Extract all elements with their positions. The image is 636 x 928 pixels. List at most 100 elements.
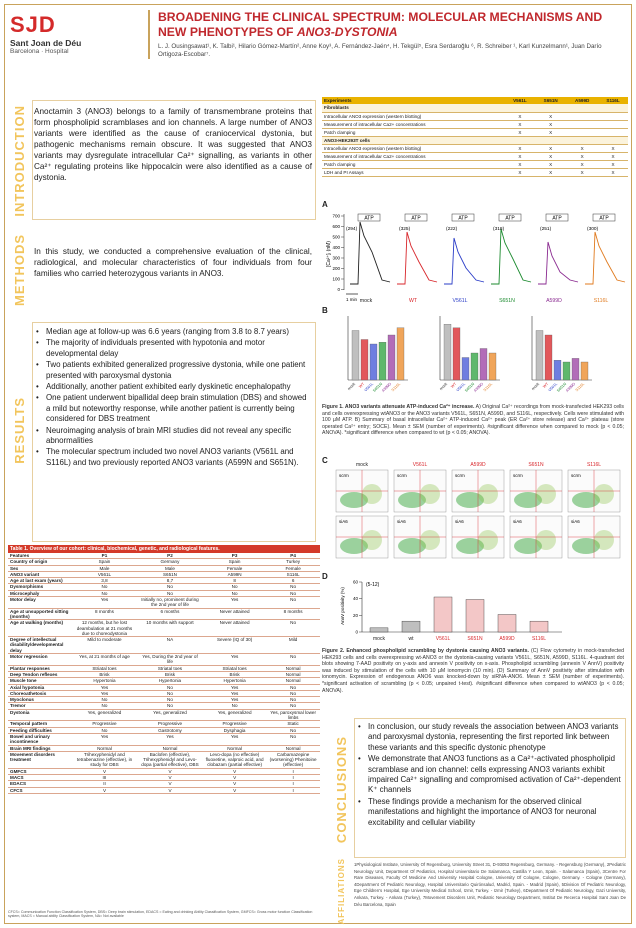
cohort-row: Microcephaly No No No No	[8, 590, 320, 598]
trace-count: (300)	[587, 226, 599, 232]
atp-bar	[592, 213, 616, 222]
cohort-row: Age at walking (months) 12 months, but he…	[8, 619, 320, 638]
y-tick-label: 700	[332, 214, 340, 219]
flow-cluster	[398, 492, 426, 508]
cohort-row: Motor regression Yes, at 21 months of age…	[8, 653, 320, 666]
flow-cluster	[420, 530, 440, 550]
summary-tick-label: S116L	[483, 382, 493, 392]
atp-label: ATP	[411, 216, 421, 222]
introduction-tab: INTRODUCTION	[11, 105, 27, 217]
flow-column-label: S116L	[587, 462, 601, 468]
sjd-logo: SJD Sant Joan de Déu Barcelona · Hospita…	[10, 14, 98, 56]
flow-cluster	[572, 492, 600, 508]
flow-cluster	[514, 492, 542, 508]
ca-trace	[350, 221, 391, 285]
flow-condition-label: siA6	[397, 519, 406, 524]
experiments-row: LDH and PI Assays X X X X	[322, 168, 628, 177]
annv-category-label: A599D	[499, 636, 515, 642]
annv-y-label: AnnV positivity (%)	[340, 587, 345, 625]
results-tab: RESULTS	[11, 396, 27, 464]
trace-count: (251)	[540, 226, 552, 232]
experiments-row: ANO3-HEK293T cells	[322, 136, 628, 145]
atp-bar	[357, 213, 381, 222]
atp-label: ATP	[552, 216, 562, 222]
results-bullet: One patient underwent bipallidal deep br…	[34, 393, 312, 424]
cohort-row: CFCS V V V I	[8, 787, 320, 794]
cohort-row: Motor delay Yes Initially no, prominent du…	[8, 596, 320, 609]
flow-cluster	[362, 484, 382, 504]
figure2-flow-cytometry: mock scrm siA6 V561L scrm siA6 A599D scrm siA6 S6…	[335, 462, 621, 559]
summary-tick-label: A599D	[381, 382, 392, 393]
flow-condition-label: siA6	[513, 519, 522, 524]
results-box	[32, 322, 316, 542]
atp-bar	[498, 213, 522, 222]
summary-bar	[351, 330, 360, 381]
cohort-row: Tremor No No No No	[8, 702, 320, 710]
cohort-row: Age at last exam (years) 3,8 8,7 8 6	[8, 577, 320, 585]
experiments-row: Patch clamping X X	[322, 128, 628, 137]
flow-condition-label: scrm	[397, 473, 407, 478]
panel-b-letter: B	[322, 306, 328, 315]
ca-trace	[444, 237, 485, 285]
figure1-caption: Figure 1. ANO3 variants attenuate ATP-in…	[322, 404, 624, 437]
cohort-row: Axial hypotonia Yes No Yes No	[8, 684, 320, 691]
flow-cluster	[456, 538, 484, 554]
scale-bar-label: 1 min	[346, 297, 358, 302]
experiments-row: Intracellular ANO3 expression (western b…	[322, 144, 628, 153]
summary-tick-label: V561L	[364, 382, 375, 393]
experiments-row: Patch clamping X X X X	[322, 160, 628, 169]
cohort-table-title: Table 1. Overview of our cohort: clinica…	[8, 545, 320, 553]
summary-bar	[571, 358, 580, 381]
flow-cluster	[572, 538, 600, 554]
flow-cluster	[536, 484, 556, 504]
cohort-row: Degree of intellectual disability/develo…	[8, 636, 320, 655]
summary-tick-label: V561L	[548, 382, 559, 393]
summary-tick-label: mock	[347, 382, 356, 391]
summary-bar	[562, 361, 571, 381]
flow-column-label: V561L	[413, 462, 428, 468]
annv-category-label: S651N	[467, 636, 483, 642]
summary-tick-label: S651N	[464, 382, 475, 393]
annv-tick-label: 20	[353, 613, 359, 618]
summary-tick-label: S651N	[556, 382, 567, 393]
flow-cluster	[536, 530, 556, 550]
cohort-row: Sex Male Male Female Female	[8, 565, 320, 572]
flow-condition-label: siA6	[571, 519, 580, 524]
results-bullet: The molecular spectrum included two nove…	[34, 447, 312, 468]
annv-category-label: wt	[409, 636, 415, 642]
cohort-row: Feeding difficulties No Gastrotomy Dysphagi…	[8, 727, 320, 734]
cohort-row: Brain MRI findings Normal Normal Normal Norm…	[8, 745, 320, 752]
annv-bar	[497, 614, 517, 633]
y-tick-label: 100	[332, 277, 340, 282]
flow-cluster	[340, 492, 368, 508]
cohort-table: Features P1 P2 P3 P4 Country of origin Spain Ge…	[8, 553, 320, 794]
experiments-header: V561L	[504, 97, 536, 104]
summary-bar	[360, 339, 369, 381]
annv-bar	[401, 620, 421, 633]
conclusions-list: In conclusion, our study reveals the ass…	[356, 722, 622, 829]
summary-bar	[452, 327, 461, 381]
results-bullet: Median age at follow-up was 6.6 years (r…	[34, 327, 312, 338]
introduction-box	[32, 100, 316, 220]
flow-column-label: S651N	[528, 462, 544, 468]
trace-count: (318)	[493, 226, 505, 232]
flow-cluster	[594, 530, 614, 550]
flow-condition-label: scrm	[571, 473, 581, 478]
conclusions-bullet: In conclusion, our study reveals the ass…	[356, 722, 622, 753]
results-bullet: Neuroimaging analysis of brain MRI studi…	[34, 426, 312, 447]
flow-column-label: A599D	[470, 462, 486, 468]
atp-label: ATP	[458, 216, 468, 222]
summary-tick-label: mock	[439, 382, 448, 391]
annv-tick-label: 0	[355, 630, 358, 635]
cohort-footnote: CFCS= Communication Function Classificat…	[8, 910, 313, 918]
y-tick-label: 500	[332, 235, 340, 240]
trace-name: WT	[409, 298, 418, 304]
summary-tick-label: V561L	[456, 382, 467, 393]
y-axis-label: [Ca²⁺]ᵢ (nM)	[326, 241, 332, 267]
introduction-text: Anoctamin 3 (ANO3) belongs to a family o…	[34, 107, 312, 182]
flow-condition-label: scrm	[455, 473, 465, 478]
summary-bar	[470, 352, 479, 381]
methods-tab: METHODS	[11, 234, 27, 306]
atp-label: ATP	[364, 216, 374, 222]
